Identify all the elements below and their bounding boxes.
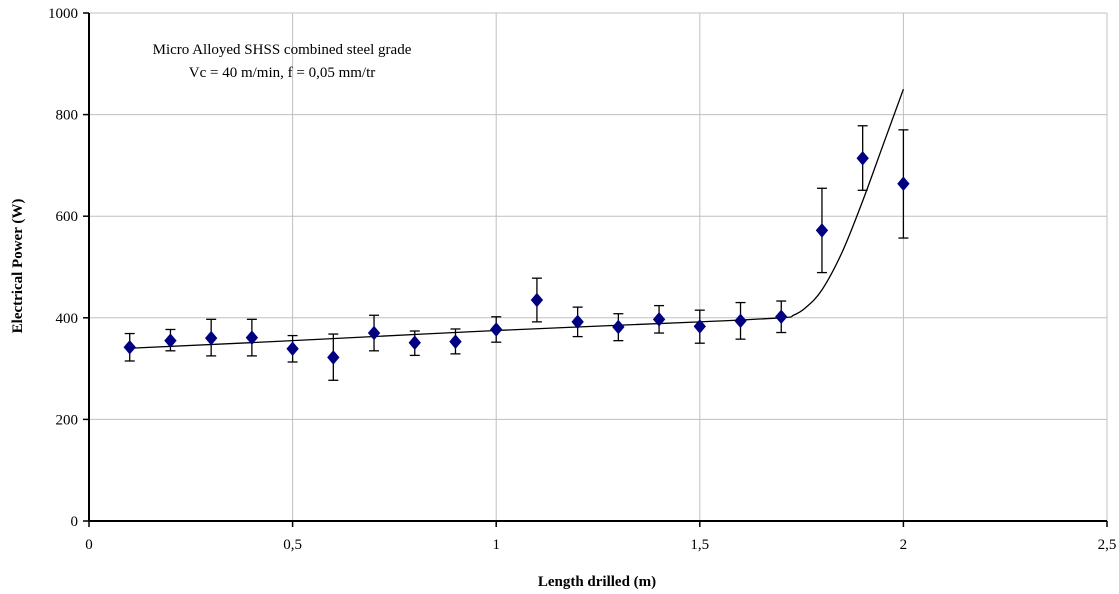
data-point bbox=[693, 319, 706, 334]
x-tick-label: 1,5 bbox=[690, 537, 709, 553]
data-point bbox=[775, 309, 788, 325]
data-point bbox=[856, 151, 869, 166]
data-point bbox=[367, 325, 381, 341]
y-tick-label: 800 bbox=[56, 108, 79, 124]
axes bbox=[83, 12, 1108, 527]
x-tick-label: 1 bbox=[492, 537, 500, 553]
trend-line bbox=[129, 88, 905, 349]
data-point bbox=[449, 334, 462, 349]
x-tick-label: 0,5 bbox=[283, 537, 302, 553]
data-point bbox=[490, 322, 503, 337]
data-point bbox=[204, 330, 218, 346]
x-axis-title: Length drilled (m) bbox=[538, 574, 656, 590]
data-point bbox=[327, 350, 340, 365]
y-tick-label: 200 bbox=[56, 412, 79, 428]
x-tick-label: 0 bbox=[85, 537, 93, 553]
data-point bbox=[408, 335, 421, 350]
data-point bbox=[530, 292, 544, 308]
data-point bbox=[897, 176, 910, 191]
y-axis-title: Electrical Power (W) bbox=[10, 199, 26, 334]
data-point bbox=[815, 223, 829, 238]
tick-labels: 0 0,5 1 1,5 2 2,5 0 200 400 600 800 1000 bbox=[48, 6, 1116, 553]
data-points bbox=[123, 151, 910, 365]
annotation-line-1: Micro Alloyed SHSS combined steel grade bbox=[153, 42, 412, 58]
data-point bbox=[734, 313, 747, 329]
y-tick-label: 400 bbox=[56, 311, 79, 327]
data-point bbox=[612, 319, 625, 335]
y-tick-label: 1000 bbox=[48, 6, 78, 22]
data-point bbox=[164, 333, 177, 348]
data-point bbox=[571, 314, 584, 330]
annotation-line-2: Vc = 40 m/min, f = 0,05 mm/tr bbox=[189, 65, 376, 81]
grid bbox=[89, 12, 1108, 521]
data-point bbox=[286, 341, 299, 357]
x-tick-label: 2,5 bbox=[1098, 537, 1117, 553]
error-bars bbox=[124, 125, 909, 381]
x-tick-label: 2 bbox=[900, 537, 908, 553]
trend-line-group bbox=[129, 88, 905, 349]
data-point bbox=[652, 312, 666, 327]
y-tick-label: 0 bbox=[71, 514, 79, 530]
data-point bbox=[245, 330, 259, 345]
y-tick-label: 600 bbox=[56, 209, 79, 225]
data-point bbox=[123, 339, 136, 355]
